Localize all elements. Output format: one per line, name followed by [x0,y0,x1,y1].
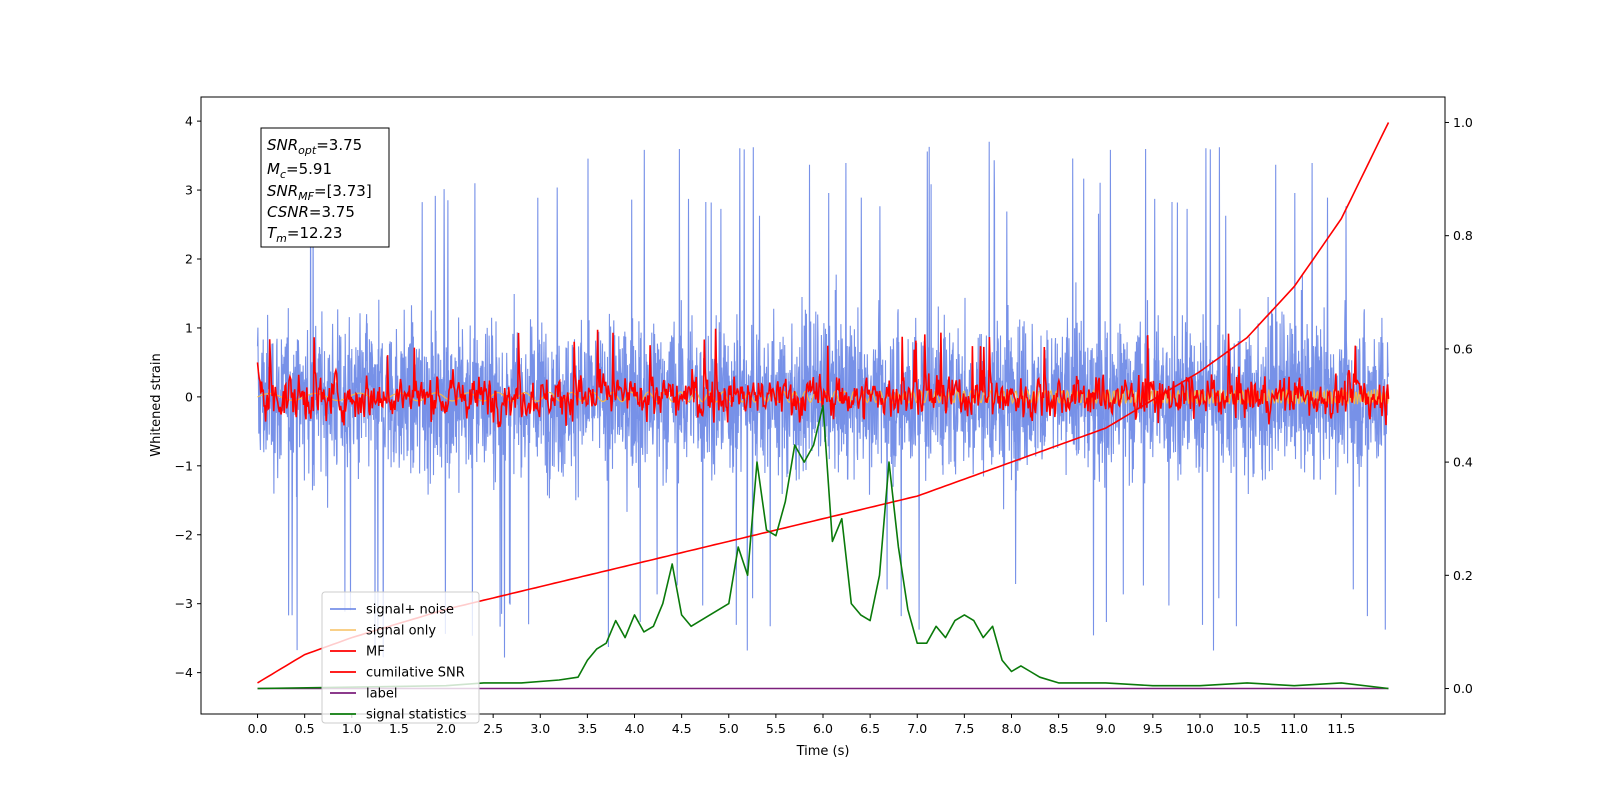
x-tick-label: 2.0 [436,721,456,736]
y-tick-label: 0 [185,389,193,404]
x-axis-title: Time (s) [796,744,850,759]
x-tick-label: 4.0 [625,721,645,736]
x-tick-label: 9.5 [1143,721,1163,736]
x-tick-label: 10.0 [1186,721,1214,736]
x-tick-label: 4.5 [672,721,692,736]
y2-tick-label: 0.8 [1453,228,1473,243]
y-tick-label: 2 [185,252,193,267]
y-axis-left: 4 3 2 1 0 −1 −2 −3 −4 [175,114,201,680]
annotation-snr-mf: SNRMF=[3.73] [267,182,372,203]
legend-label: MF [366,645,385,660]
y-tick-label: −3 [175,596,193,611]
x-tick-label: 6.5 [860,721,880,736]
annotation-tm: Tm=12.23 [267,224,342,245]
y-axis-title: Whitened strain [149,353,164,456]
x-tick-label: 3.5 [577,721,597,736]
x-tick-label: 7.0 [907,721,927,736]
x-tick-label: 5.5 [766,721,786,736]
mf-series [256,328,1390,428]
annotation-snr-opt: SNRopt=3.75 [267,136,362,157]
x-axis: 0.0 0.5 1.0 1.5 2.0 2.5 3.0 3.5 4.0 4.5 5.0 5.5 6.0 6… [248,714,1355,736]
x-tick-label: 8.5 [1049,721,1069,736]
y2-tick-label: 0.0 [1453,681,1473,696]
y2-tick-label: 0.4 [1453,455,1473,470]
x-tick-label: 2.5 [483,721,503,736]
legend-label: cumilative SNR [366,666,465,681]
y-tick-label: −4 [175,665,193,680]
x-tick-label: 3.0 [530,721,550,736]
y-tick-label: 3 [185,183,193,198]
x-tick-label: 0.0 [248,721,268,736]
legend-label: signal only [366,624,436,639]
x-tick-label: 0.5 [295,721,315,736]
x-tick-label: 7.5 [954,721,974,736]
legend-label: label [366,687,397,702]
y2-tick-label: 1.0 [1453,115,1473,130]
y-tick-label: −2 [175,527,193,542]
signal-statistics-line [257,404,1389,690]
y-tick-label: −1 [175,458,193,473]
x-tick-label: 1.5 [389,721,409,736]
x-tick-label: 10.5 [1233,721,1261,736]
signal-statistics-series [257,404,1389,690]
legend-label: signal+ noise [366,603,454,618]
x-tick-label: 11.5 [1327,721,1355,736]
annotation-mc: Mc=5.91 [267,160,332,181]
annotation-box: SNRopt=3.75 Mc=5.91 SNRMF=[3.73] CSNR=3.… [260,127,390,248]
y-tick-label: 4 [185,114,193,129]
y2-tick-label: 0.2 [1453,568,1473,583]
y-axis-right: 1.0 0.8 0.6 0.4 0.2 0.0 [1445,115,1473,696]
legend-label: signal statistics [366,708,467,723]
x-tick-label: 11.0 [1280,721,1308,736]
y2-tick-label: 0.6 [1453,341,1473,356]
x-tick-label: 5.0 [719,721,739,736]
x-tick-label: 9.0 [1096,721,1116,736]
x-tick-label: 1.0 [342,721,362,736]
legend: signal+ noise signal only MF cumilative SNR… [321,591,480,724]
legend-frame [321,591,480,724]
x-tick-label: 6.0 [813,721,833,736]
annotation-csnr: CSNR=3.75 [267,203,355,221]
mf-line [256,328,1390,428]
y-tick-label: 1 [185,320,193,335]
x-tick-label: 8.0 [1002,721,1022,736]
